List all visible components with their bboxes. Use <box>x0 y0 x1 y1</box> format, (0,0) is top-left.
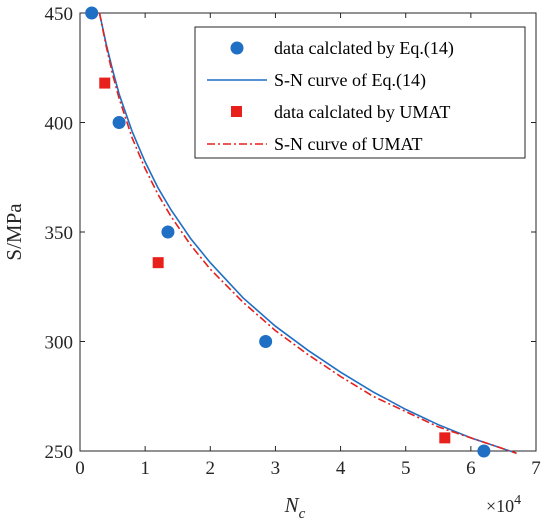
legend-label-eq14-curve: S-N curve of Eq.(14) <box>274 70 426 91</box>
eq14-data-point <box>112 116 126 129</box>
y-tick-label: 400 <box>45 114 74 135</box>
y-axis-label: S/MPa <box>2 203 26 261</box>
x-axis-multiplier-exponent: 4 <box>514 493 521 508</box>
legend-box <box>194 26 526 159</box>
x-axis-multiplier-base: ×10 <box>486 496 514 516</box>
eq14-curve-line <box>98 12 517 454</box>
legend-label-umat-curve: S-N curve of UMAT <box>274 134 422 154</box>
y-tick-label: 450 <box>45 4 74 25</box>
x-tick-label: 6 <box>466 458 476 479</box>
x-tick-label: 4 <box>336 458 346 479</box>
series-layer <box>85 6 517 458</box>
x-tick-label: 2 <box>206 458 216 479</box>
x-tick-label: 1 <box>140 458 150 479</box>
eq14-data-point <box>477 444 491 458</box>
y-tick-label: 250 <box>45 442 74 463</box>
umat-data-point <box>152 257 164 269</box>
x-axis-label: Nc <box>284 493 306 522</box>
x-tick-label: 0 <box>75 458 85 479</box>
legend-marker-square <box>231 106 242 117</box>
axis-ticks: 0 1 2 3 4 5 6 7 250 300 350 400 450 <box>45 4 541 479</box>
umat-data-point <box>439 432 451 444</box>
x-tick-label: 3 <box>271 458 281 479</box>
legend: data calclated by Eq.(14) S-N curve of E… <box>194 26 526 159</box>
legend-label-umat-data: data calclated by UMAT <box>274 102 450 122</box>
x-axis-multiplier: ×104 <box>486 493 521 516</box>
eq14-data-point <box>85 6 99 20</box>
legend-label-eq14-data: data calclated by Eq.(14) <box>274 38 454 59</box>
umat-curve-line <box>98 12 517 454</box>
x-tick-label: 7 <box>531 458 541 479</box>
x-axis-label-main: N <box>284 493 300 517</box>
x-tick-label: 5 <box>401 458 411 479</box>
umat-data-point <box>99 77 111 89</box>
legend-marker-circle <box>230 41 244 55</box>
eq14-data-point <box>259 335 273 348</box>
x-axis-label-subscript: c <box>299 506 306 522</box>
eq14-data-point <box>161 225 175 239</box>
y-tick-label: 300 <box>45 333 74 354</box>
y-tick-label: 350 <box>45 223 74 244</box>
